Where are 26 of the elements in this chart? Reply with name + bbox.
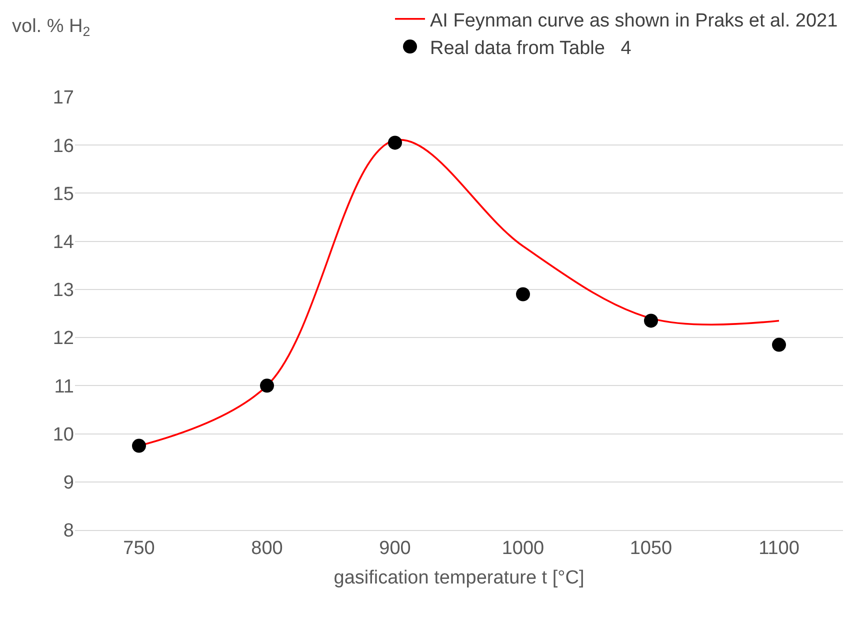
point [388, 136, 402, 150]
x-tick-label: 900 [379, 538, 411, 559]
y-tick-label: 15 [52, 184, 74, 205]
x-tick-label: 800 [251, 538, 283, 559]
y-tick-label: 14 [52, 232, 74, 253]
point [260, 378, 274, 393]
y-tick-label: 9 [63, 472, 74, 494]
point [516, 287, 530, 302]
point [772, 338, 786, 352]
y-tick-label: 11 [54, 376, 74, 398]
y-tick-label: 13 [52, 280, 74, 302]
y-tick-label: 8 [63, 520, 74, 542]
y-tick-label: 17 [52, 88, 74, 109]
x-tick-label: 1100 [758, 538, 800, 559]
point [132, 438, 146, 453]
y-axis-title: vol. % H$_{2}$ [12, 16, 90, 39]
y-tick-label: 16 [52, 136, 74, 157]
x-axis-title: gasification temperature t [°C] [334, 568, 584, 589]
legend-label: Real data from Table 4 [430, 38, 632, 59]
y-tick-label: 12 [52, 328, 74, 350]
x-tick-label: 1000 [502, 538, 544, 559]
point [644, 314, 658, 328]
y-tick-label: 10 [52, 424, 74, 446]
legend-label: AI Feynman curve as shown in Praks et al. 2021 [430, 10, 838, 32]
x-tick-label: 1050 [630, 538, 672, 559]
x-tick-label: 750 [123, 538, 155, 559]
